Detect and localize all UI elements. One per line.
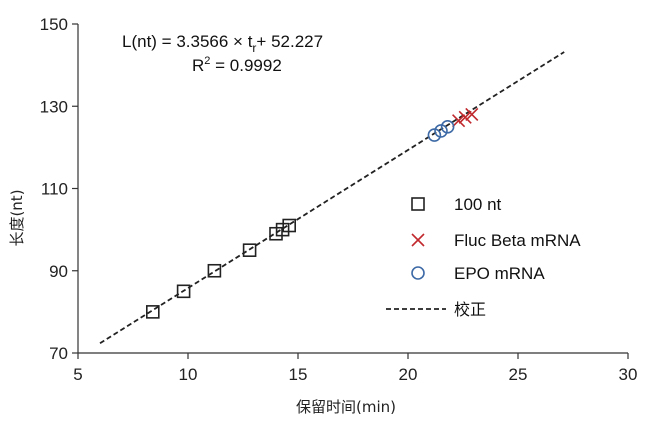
y-tick-label: 130 <box>40 97 68 116</box>
point-square <box>242 243 257 257</box>
legend-swatch-circle <box>411 266 425 280</box>
point-x <box>465 107 479 122</box>
legend-label: 100 nt <box>454 195 502 214</box>
point-x-stroke-b <box>465 107 479 122</box>
legend-label: 校正 <box>454 300 486 319</box>
point-x <box>452 114 466 128</box>
point-square <box>207 263 222 278</box>
equation-suffix: + 52.227 <box>256 32 323 51</box>
equation-subscript: r <box>252 41 256 55</box>
x-tick-label: 5 <box>73 365 82 384</box>
point-square <box>282 218 297 233</box>
x-axis-title: 保留时间(min) <box>296 398 396 416</box>
legend-label: EPO mRNA <box>454 264 545 283</box>
equation-line-1: L(nt) = 3.3566 × tr+ 52.227 <box>122 32 323 55</box>
y-axis-title: 长度(nt) <box>8 189 26 246</box>
points-layer <box>146 107 479 319</box>
point-circle <box>440 120 455 134</box>
x-tick-label: 30 <box>619 365 638 384</box>
point-circle <box>434 124 448 138</box>
point-circle <box>427 128 442 142</box>
legend-label: Fluc Beta mRNA <box>454 231 581 250</box>
x-tick-label: 25 <box>509 365 528 384</box>
r-squared-superscript: 2 <box>204 55 210 67</box>
point-x-stroke-b <box>452 114 466 128</box>
point-x-stroke-b <box>458 110 472 124</box>
y-tick-label: 150 <box>40 15 68 34</box>
x-tick-label: 20 <box>399 365 418 384</box>
y-tick-label: 110 <box>41 180 68 199</box>
equation-line-2: R2 = 0.9992 <box>192 55 282 75</box>
equation-prefix: L(nt) = 3.3566 × t <box>122 32 253 51</box>
legend-swatch-x <box>411 233 425 247</box>
x-tick-label: 15 <box>289 365 308 384</box>
point-x <box>458 110 472 124</box>
r-squared-prefix: R <box>192 56 204 75</box>
point-square <box>176 284 191 299</box>
legend: 100 nt Fluc Beta mRNA EPO mRNA 校正 <box>386 195 581 319</box>
legend-swatch-x-stroke-b <box>411 233 425 247</box>
r-squared-value: = 0.9992 <box>210 56 281 75</box>
y-tick-label: 90 <box>49 262 68 281</box>
legend-swatch-square <box>411 197 425 211</box>
axes: 5 10 15 20 25 30 70 90 110 130 150 <box>40 15 638 384</box>
y-tick-label: 70 <box>49 344 68 363</box>
x-tick-label: 10 <box>179 365 198 384</box>
point-square <box>146 305 160 319</box>
